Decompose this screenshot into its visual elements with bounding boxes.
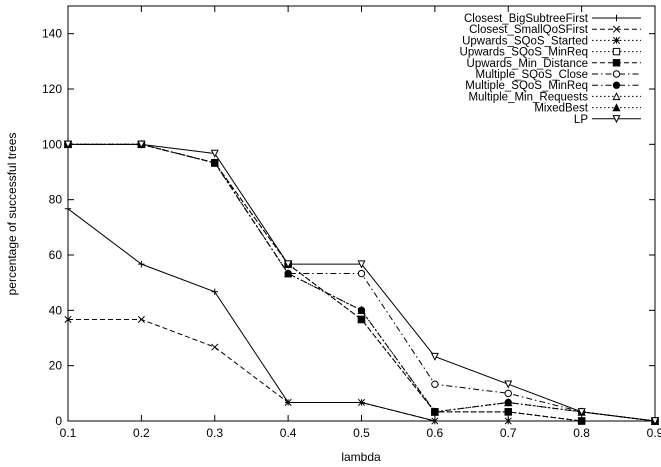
legend: Closest_BigSubtreeFirstClosest_SmallQoSF…	[460, 13, 641, 126]
data-point	[357, 269, 366, 278]
y-tick-label: 0	[55, 414, 62, 428]
data-point	[431, 380, 439, 388]
data-point	[63, 140, 73, 149]
data-point	[504, 389, 512, 398]
data-point	[431, 417, 439, 425]
data-point	[210, 158, 219, 167]
legend-marker	[613, 14, 620, 22]
data-point	[284, 398, 292, 407]
series-line	[68, 143, 656, 422]
legend-marker	[612, 59, 621, 67]
data-point	[64, 205, 72, 212]
series-line	[68, 143, 655, 422]
x-tick-label: 0.5	[353, 426, 370, 440]
data-point	[211, 343, 219, 351]
data-point	[577, 417, 586, 425]
data-point	[137, 315, 145, 324]
y-tick-label: 120	[42, 82, 62, 96]
data-point	[138, 260, 145, 268]
y-tick-label: 60	[49, 248, 63, 262]
data-point	[650, 417, 660, 426]
legend-label: Multiple_Min_Requests	[468, 91, 588, 103]
legend-marker	[612, 92, 621, 101]
legend-marker	[612, 25, 621, 33]
legend-label: Multiple_SQoS_MinReq	[465, 80, 588, 92]
legend-marker	[612, 103, 621, 112]
series-line	[68, 143, 656, 422]
data-point	[577, 408, 586, 417]
data-point	[211, 288, 218, 295]
data-point	[284, 260, 293, 269]
data-point	[284, 269, 293, 278]
y-axis-label: percentage of successful trees	[5, 133, 19, 296]
y-tick-label: 100	[42, 137, 62, 151]
legend-label: Closest_SmallQoSFirst	[469, 24, 589, 36]
axis-ticks: 0.1 0.2 0.3 0.4 0.5 0.6 0.7 0.8 0.9 0 20 40 60 80 100 1…	[42, 6, 661, 440]
data-point	[504, 417, 512, 425]
series-line	[68, 143, 655, 422]
data-point	[504, 398, 513, 407]
series-line	[67, 208, 655, 422]
legend-label: Closest_BigSubtreeFirst	[464, 13, 589, 25]
y-tick-label: 20	[49, 359, 63, 373]
legend-label: Upwards_Min_Distance	[467, 58, 588, 70]
data-point	[504, 408, 512, 416]
legend-marker	[612, 70, 621, 78]
data-point	[137, 140, 146, 149]
data-point	[210, 149, 219, 158]
x-tick-label: 0.8	[573, 426, 590, 440]
data-point	[357, 315, 366, 324]
series-line	[68, 143, 656, 422]
x-axis-label: lambda	[341, 450, 381, 464]
legend-label: Upwards_SQoS_Started	[462, 35, 588, 47]
x-tick-label: 0.3	[206, 426, 223, 440]
data-point	[430, 407, 439, 416]
x-tick-label: 0.9	[647, 426, 661, 440]
data-point	[504, 380, 513, 389]
data-point	[357, 306, 366, 315]
data-point	[357, 260, 366, 269]
series-line	[68, 318, 655, 422]
legend-marker	[612, 115, 621, 124]
x-tick-label: 0.2	[133, 426, 150, 440]
data-point	[430, 352, 439, 361]
series-lines	[67, 143, 656, 422]
data-point	[64, 315, 72, 324]
series-markers	[63, 140, 660, 426]
legend-marker	[612, 81, 621, 89]
legend-marker	[612, 36, 621, 44]
y-tick-label: 40	[49, 303, 63, 317]
legend-label: MixedBest	[534, 103, 588, 115]
series-line	[68, 143, 656, 422]
legend-marker	[612, 47, 621, 56]
x-tick-label: 0.4	[280, 426, 297, 440]
legend-label: LP	[574, 114, 588, 126]
series-line	[68, 143, 655, 422]
x-tick-label: 0.7	[500, 426, 517, 440]
x-tick-label: 0.6	[427, 426, 444, 440]
series-line	[68, 143, 656, 422]
y-tick-label: 140	[42, 27, 62, 41]
data-point	[357, 398, 366, 407]
legend-label: Multiple_SQoS_Close	[475, 69, 588, 81]
y-tick-label: 80	[49, 193, 63, 207]
legend-label: Upwards_SQoS_MinReq	[460, 47, 588, 59]
x-tick-label: 0.1	[60, 426, 77, 440]
